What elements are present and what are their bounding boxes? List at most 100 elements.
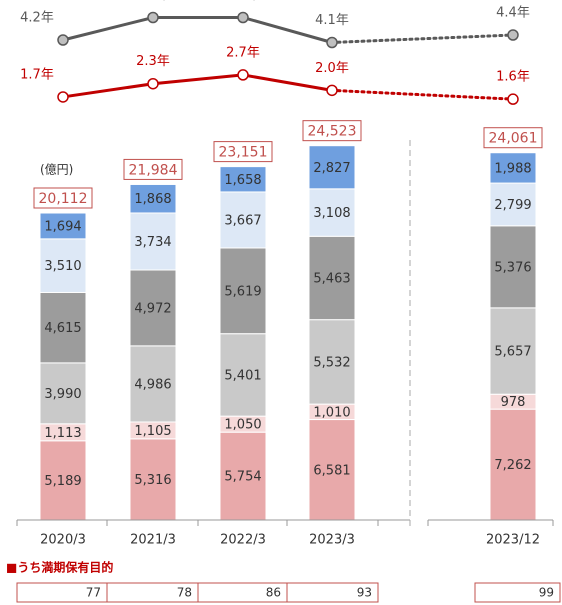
total-label: 20,112 [39, 191, 88, 207]
total-label: 24,523 [308, 124, 357, 140]
line-point [57, 34, 69, 46]
line-series-forecast [330, 88, 515, 101]
bar-segment [489, 182, 537, 227]
bar-segment [489, 225, 537, 309]
segment-label: 5,532 [313, 355, 350, 370]
line-label: 4.4年 [496, 6, 530, 21]
unit-label: (億円) [40, 163, 73, 177]
x-tick-label: 2021/3 [130, 533, 176, 548]
bar-segment [308, 235, 356, 321]
table-value: 99 [539, 586, 554, 600]
bar-segment [129, 269, 177, 347]
segment-label: 5,463 [313, 271, 350, 286]
segment-label: 5,316 [134, 473, 171, 488]
segment-label: 3,108 [313, 206, 350, 221]
segment-label: 5,376 [494, 260, 531, 275]
bar-segment [219, 333, 267, 417]
segment-label: 3,990 [44, 387, 81, 402]
segment-label: 1,113 [44, 426, 81, 441]
line-series [62, 16, 333, 44]
bar-segment [39, 212, 87, 240]
line-point [57, 91, 69, 103]
line-point [237, 11, 249, 24]
bar-segment [308, 419, 356, 521]
total-box [33, 187, 93, 209]
segment-label: 4,986 [134, 377, 171, 392]
segment-label: 1,658 [224, 173, 261, 188]
x-tick-label: 2022/3 [220, 533, 266, 548]
line-point [326, 84, 338, 97]
total-label: 23,151 [219, 145, 268, 161]
bar-segment [219, 166, 267, 193]
bar-segment [129, 183, 177, 214]
table-value: 86 [266, 586, 281, 600]
segment-label: 1,010 [313, 405, 350, 420]
line-point [147, 11, 159, 24]
line-series [62, 73, 333, 99]
table-value: 93 [357, 586, 372, 600]
segment-label: 1,105 [134, 424, 171, 439]
segment-label: 1,868 [134, 192, 171, 207]
line-label: 4.2年 [20, 11, 54, 26]
segment-label: 5,657 [494, 345, 531, 360]
line-point [507, 29, 519, 41]
table-cell [474, 582, 561, 603]
segment-label: 1,694 [44, 219, 81, 234]
bar-segment [39, 440, 87, 521]
line-label: 1.6年 [496, 70, 530, 85]
segment-label: 4,972 [134, 301, 171, 316]
total-box [213, 141, 273, 163]
x-tick-label: 2023/3 [309, 533, 355, 548]
line-series-forecast [330, 33, 515, 44]
segment-label: 3,667 [224, 213, 261, 228]
segment-label: 5,754 [224, 470, 261, 485]
bar-segment [219, 191, 267, 249]
bar-segment [308, 145, 356, 190]
segment-label: 4,615 [44, 321, 81, 336]
line-label: 1.7年 [20, 67, 54, 82]
table-value: 78 [177, 586, 192, 600]
table-value: 77 [86, 586, 101, 600]
segment-label: 7,262 [494, 458, 531, 473]
line-label: 5.1年 [226, 0, 260, 3]
total-label: 24,061 [489, 131, 538, 147]
segment-label: 1,988 [494, 161, 531, 176]
total-box [483, 127, 543, 149]
bar-segment [129, 212, 177, 271]
segment-label: 5,401 [224, 368, 261, 383]
segment-label: 5,189 [44, 474, 81, 489]
line-label: 2.3年 [136, 54, 170, 69]
x-tick-label: 2023/12 [486, 533, 540, 548]
segment-label: 1,050 [224, 418, 261, 433]
x-tick-label: 2020/3 [40, 533, 86, 548]
bar-segment [489, 307, 537, 395]
bar-segment [219, 247, 267, 335]
line-point [147, 77, 159, 90]
bar-segment [39, 238, 87, 293]
segment-label: 5,619 [224, 284, 261, 299]
line-label: 2.7年 [226, 45, 260, 60]
bar-segment [39, 291, 87, 364]
segment-label: 6,581 [313, 463, 350, 478]
total-box [123, 158, 183, 180]
bar-segment [219, 431, 267, 521]
total-label: 21,984 [129, 162, 178, 178]
total-box [302, 120, 362, 142]
table-cell [286, 582, 379, 603]
bar-segment [129, 438, 177, 521]
segment-label: 2,827 [313, 161, 350, 176]
segment-label: 3,510 [44, 259, 81, 274]
segment-label: 978 [501, 395, 526, 410]
line-point [326, 36, 338, 49]
line-label: 5.1年 [136, 0, 170, 3]
bar-segment [489, 152, 537, 184]
line-label: 2.0年 [315, 61, 349, 76]
line-point [507, 93, 519, 105]
segment-label: 3,734 [134, 235, 171, 250]
bar-segment [308, 319, 356, 405]
line-label: 4.1年 [315, 13, 349, 28]
table-title: ■うち満期保有目的 [6, 560, 113, 575]
line-point [237, 69, 249, 81]
bar-segment [489, 408, 537, 521]
